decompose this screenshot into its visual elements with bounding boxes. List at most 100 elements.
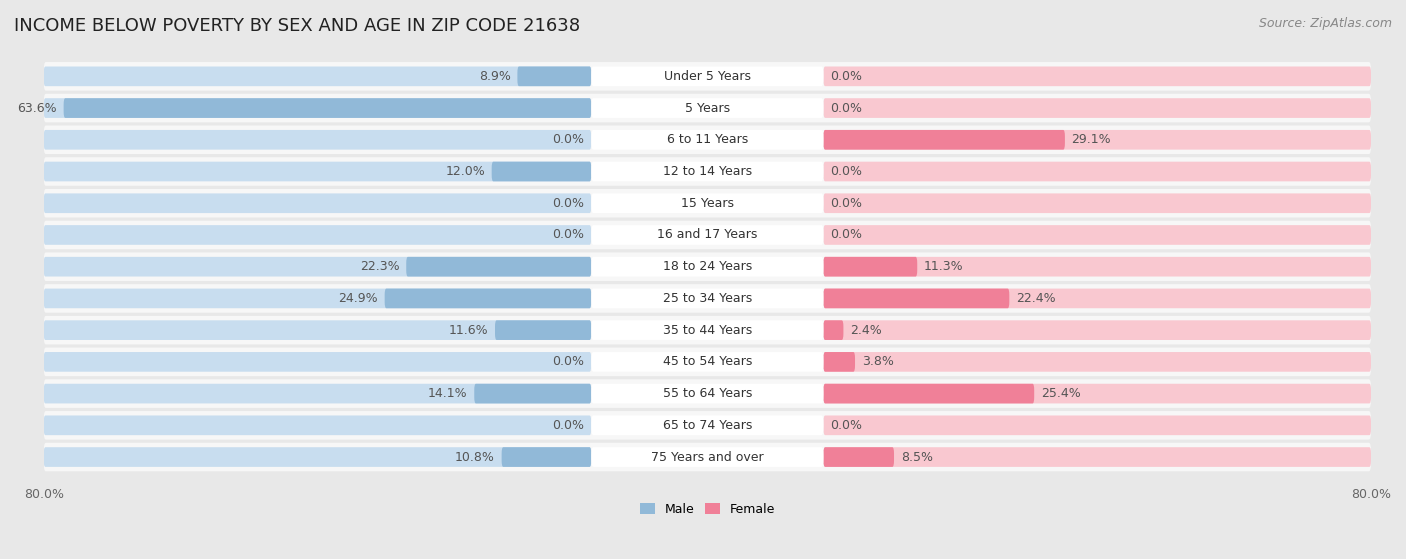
FancyBboxPatch shape — [44, 126, 1371, 154]
Text: 15 Years: 15 Years — [681, 197, 734, 210]
Text: 22.4%: 22.4% — [1017, 292, 1056, 305]
FancyBboxPatch shape — [592, 130, 824, 150]
Text: Under 5 Years: Under 5 Years — [664, 70, 751, 83]
FancyBboxPatch shape — [824, 225, 1371, 245]
FancyBboxPatch shape — [592, 98, 824, 118]
Text: 16 and 17 Years: 16 and 17 Years — [657, 229, 758, 241]
FancyBboxPatch shape — [824, 288, 1010, 308]
Text: 45 to 54 Years: 45 to 54 Years — [662, 356, 752, 368]
FancyBboxPatch shape — [592, 162, 824, 181]
Text: 2.4%: 2.4% — [851, 324, 882, 337]
FancyBboxPatch shape — [44, 94, 1371, 122]
Text: 0.0%: 0.0% — [553, 229, 585, 241]
Text: Source: ZipAtlas.com: Source: ZipAtlas.com — [1258, 17, 1392, 30]
FancyBboxPatch shape — [44, 380, 1371, 408]
FancyBboxPatch shape — [592, 288, 824, 308]
Text: 25.4%: 25.4% — [1040, 387, 1081, 400]
FancyBboxPatch shape — [44, 352, 592, 372]
FancyBboxPatch shape — [824, 67, 1371, 86]
FancyBboxPatch shape — [44, 253, 1371, 281]
FancyBboxPatch shape — [824, 447, 1371, 467]
Text: 35 to 44 Years: 35 to 44 Years — [662, 324, 752, 337]
FancyBboxPatch shape — [44, 348, 1371, 376]
FancyBboxPatch shape — [824, 288, 1371, 308]
Text: 11.6%: 11.6% — [449, 324, 488, 337]
Text: 0.0%: 0.0% — [830, 102, 862, 115]
Text: 10.8%: 10.8% — [456, 451, 495, 463]
FancyBboxPatch shape — [592, 384, 824, 404]
FancyBboxPatch shape — [592, 257, 824, 277]
Text: 75 Years and over: 75 Years and over — [651, 451, 763, 463]
Legend: Male, Female: Male, Female — [640, 503, 775, 515]
Text: 5 Years: 5 Years — [685, 102, 730, 115]
Text: 0.0%: 0.0% — [830, 419, 862, 432]
FancyBboxPatch shape — [44, 288, 592, 308]
FancyBboxPatch shape — [44, 130, 592, 150]
FancyBboxPatch shape — [44, 98, 592, 118]
FancyBboxPatch shape — [824, 130, 1064, 150]
Text: 25 to 34 Years: 25 to 34 Years — [662, 292, 752, 305]
FancyBboxPatch shape — [63, 98, 592, 118]
FancyBboxPatch shape — [824, 352, 855, 372]
Text: 55 to 64 Years: 55 to 64 Years — [662, 387, 752, 400]
Text: 12 to 14 Years: 12 to 14 Years — [662, 165, 752, 178]
Text: 0.0%: 0.0% — [830, 229, 862, 241]
FancyBboxPatch shape — [824, 384, 1371, 404]
FancyBboxPatch shape — [592, 193, 824, 213]
FancyBboxPatch shape — [44, 284, 1371, 312]
Text: 8.5%: 8.5% — [901, 451, 932, 463]
FancyBboxPatch shape — [592, 415, 824, 435]
Text: 65 to 74 Years: 65 to 74 Years — [662, 419, 752, 432]
Text: 0.0%: 0.0% — [553, 419, 585, 432]
FancyBboxPatch shape — [824, 98, 1371, 118]
Text: 29.1%: 29.1% — [1071, 133, 1111, 146]
FancyBboxPatch shape — [824, 257, 1371, 277]
Text: 11.3%: 11.3% — [924, 260, 963, 273]
FancyBboxPatch shape — [44, 443, 1371, 471]
FancyBboxPatch shape — [44, 257, 592, 277]
FancyBboxPatch shape — [44, 221, 1371, 249]
FancyBboxPatch shape — [474, 384, 592, 404]
Text: 22.3%: 22.3% — [360, 260, 399, 273]
FancyBboxPatch shape — [385, 288, 592, 308]
FancyBboxPatch shape — [44, 225, 592, 245]
FancyBboxPatch shape — [44, 189, 1371, 217]
FancyBboxPatch shape — [824, 162, 1371, 181]
FancyBboxPatch shape — [44, 193, 592, 213]
FancyBboxPatch shape — [592, 225, 824, 245]
FancyBboxPatch shape — [44, 384, 592, 404]
Text: 3.8%: 3.8% — [862, 356, 894, 368]
Text: 0.0%: 0.0% — [553, 197, 585, 210]
FancyBboxPatch shape — [44, 157, 1371, 186]
FancyBboxPatch shape — [44, 447, 592, 467]
FancyBboxPatch shape — [592, 447, 824, 467]
Text: 0.0%: 0.0% — [830, 197, 862, 210]
Text: 14.1%: 14.1% — [427, 387, 468, 400]
FancyBboxPatch shape — [492, 162, 592, 181]
FancyBboxPatch shape — [44, 316, 1371, 344]
FancyBboxPatch shape — [44, 62, 1371, 91]
FancyBboxPatch shape — [592, 67, 824, 86]
Text: 18 to 24 Years: 18 to 24 Years — [662, 260, 752, 273]
FancyBboxPatch shape — [824, 384, 1035, 404]
FancyBboxPatch shape — [406, 257, 592, 277]
FancyBboxPatch shape — [44, 162, 592, 181]
Text: 6 to 11 Years: 6 to 11 Years — [666, 133, 748, 146]
FancyBboxPatch shape — [502, 447, 592, 467]
FancyBboxPatch shape — [824, 320, 1371, 340]
FancyBboxPatch shape — [44, 411, 1371, 439]
FancyBboxPatch shape — [592, 352, 824, 372]
FancyBboxPatch shape — [824, 193, 1371, 213]
FancyBboxPatch shape — [824, 447, 894, 467]
Text: 24.9%: 24.9% — [339, 292, 378, 305]
FancyBboxPatch shape — [44, 320, 592, 340]
FancyBboxPatch shape — [824, 352, 1371, 372]
FancyBboxPatch shape — [495, 320, 592, 340]
Text: 0.0%: 0.0% — [553, 356, 585, 368]
FancyBboxPatch shape — [517, 67, 592, 86]
FancyBboxPatch shape — [592, 320, 824, 340]
FancyBboxPatch shape — [824, 257, 917, 277]
FancyBboxPatch shape — [44, 415, 592, 435]
Text: 0.0%: 0.0% — [830, 165, 862, 178]
FancyBboxPatch shape — [824, 320, 844, 340]
